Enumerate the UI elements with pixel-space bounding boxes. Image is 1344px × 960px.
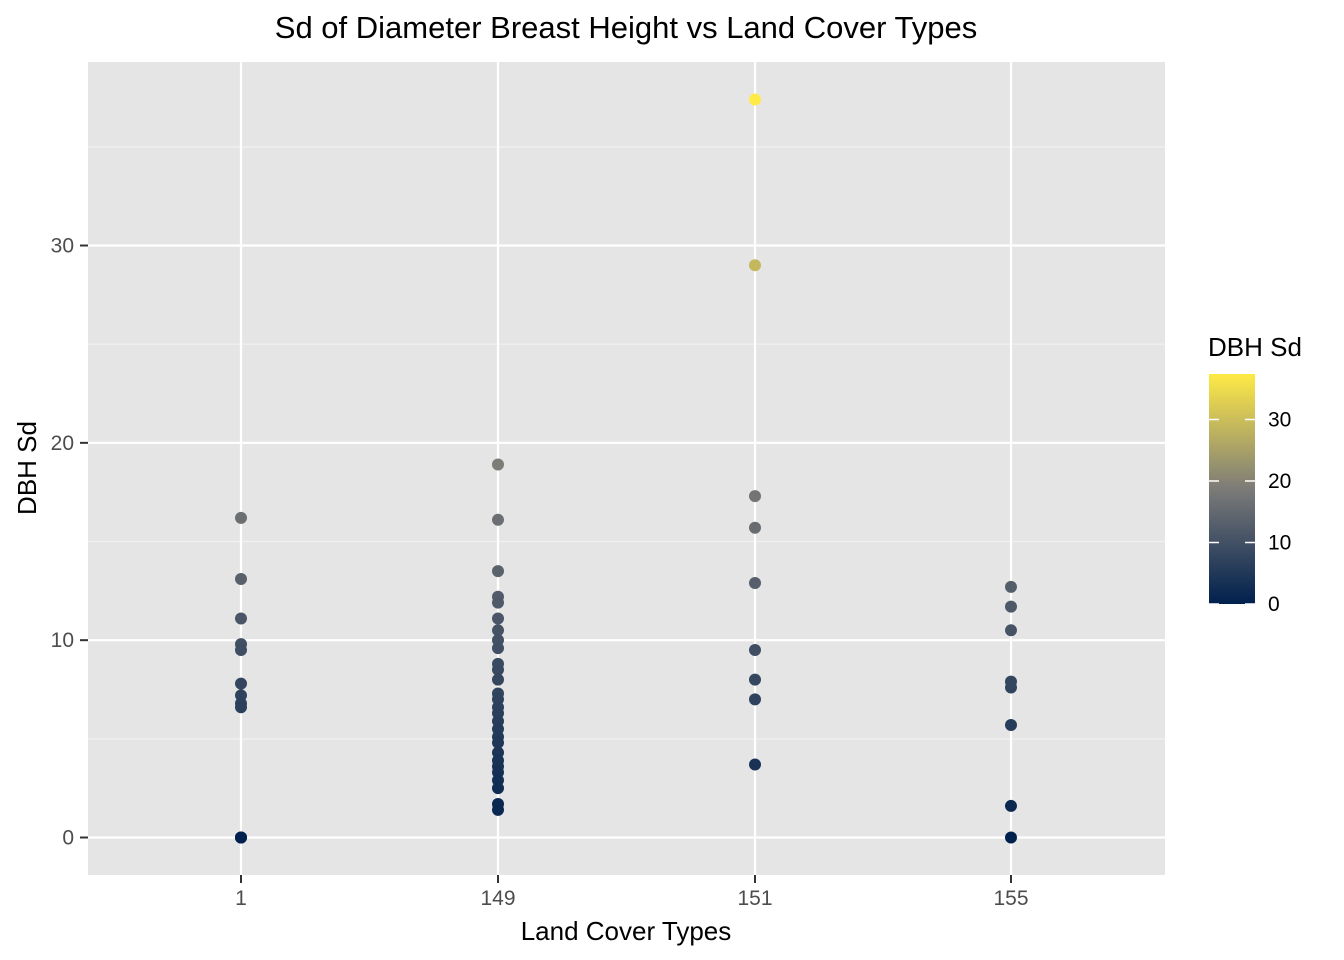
data-point: [492, 663, 504, 676]
chart-title: Sd of Diameter Breast Height vs Land Cov…: [275, 10, 977, 45]
data-point: [492, 642, 504, 655]
data-point: [749, 693, 761, 706]
data-point: [1005, 799, 1017, 812]
legend-title: DBH Sd: [1208, 332, 1302, 362]
data-point: [492, 673, 504, 686]
data-point: [492, 624, 504, 637]
data-point: [492, 782, 504, 795]
x-tick-label: 155: [993, 887, 1028, 910]
data-point: [749, 758, 761, 771]
legend-tick-label: 0: [1268, 593, 1280, 616]
y-tick-label: 10: [51, 629, 74, 652]
data-point: [235, 831, 247, 844]
color-legend: DBH Sd 0 10 20 30: [1208, 332, 1302, 616]
data-point: [749, 673, 761, 686]
data-point: [492, 612, 504, 625]
data-point: [235, 511, 247, 524]
y-tick-label: 30: [51, 235, 74, 258]
data-point: [235, 701, 247, 714]
data-point: [235, 573, 247, 586]
data-point: [1005, 580, 1017, 593]
data-point: [492, 596, 504, 609]
colorbar: [1209, 374, 1255, 604]
legend-tick-label: 20: [1268, 470, 1291, 493]
data-points: [235, 93, 1017, 844]
y-tick-label: 0: [62, 827, 74, 850]
data-point: [749, 93, 761, 106]
x-tick-label: 1: [235, 887, 247, 910]
axes: 0 10 20 30 1 149 151 155: [51, 235, 1029, 910]
data-point: [235, 644, 247, 657]
data-point: [749, 521, 761, 534]
data-point: [749, 576, 761, 589]
data-point: [749, 259, 761, 272]
data-point: [749, 490, 761, 503]
x-axis-title: Land Cover Types: [521, 916, 732, 946]
x-tick-label: 151: [737, 887, 772, 910]
data-point: [1005, 600, 1017, 613]
data-point: [492, 803, 504, 816]
data-point: [749, 644, 761, 657]
data-point: [1005, 719, 1017, 732]
data-point: [492, 736, 504, 749]
data-point: [492, 458, 504, 471]
data-point: [1005, 624, 1017, 637]
data-point: [492, 513, 504, 526]
data-point: [235, 677, 247, 690]
y-tick-label: 20: [51, 432, 74, 455]
legend-tick-label: 10: [1268, 532, 1291, 555]
y-axis-title: DBH Sd: [12, 421, 42, 515]
data-point: [1005, 831, 1017, 844]
plot-panel: [88, 62, 1165, 875]
legend-tick-label: 30: [1268, 409, 1291, 432]
data-point: [235, 612, 247, 625]
x-tick-label: 149: [480, 887, 515, 910]
data-point: [1005, 681, 1017, 694]
data-point: [492, 565, 504, 578]
